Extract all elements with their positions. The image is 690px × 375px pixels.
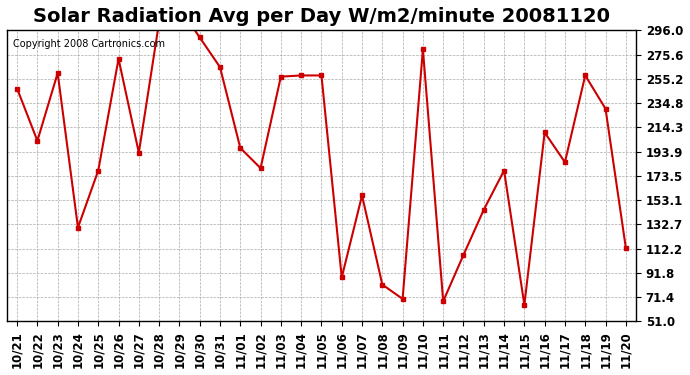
Title: Solar Radiation Avg per Day W/m2/minute 20081120: Solar Radiation Avg per Day W/m2/minute … bbox=[33, 7, 610, 26]
Text: Copyright 2008 Cartronics.com: Copyright 2008 Cartronics.com bbox=[13, 39, 165, 49]
